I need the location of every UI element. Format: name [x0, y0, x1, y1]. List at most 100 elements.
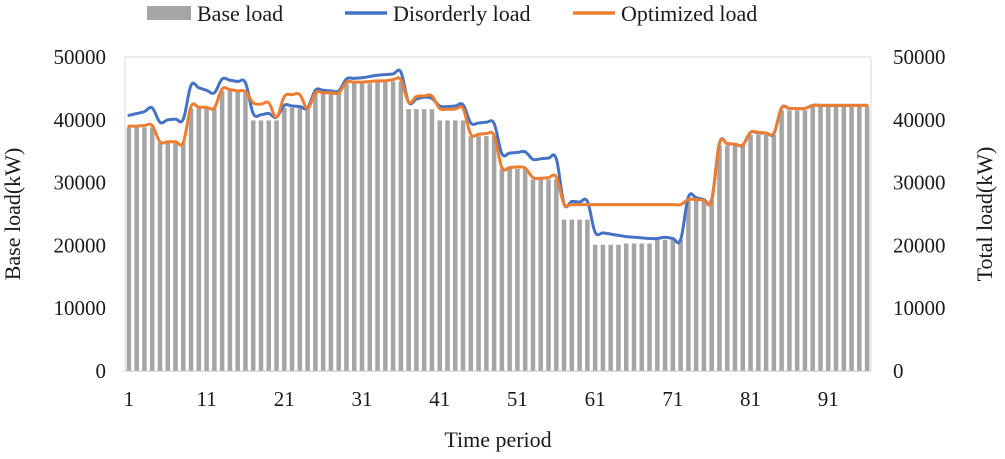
y-axis-right-ticks: 0 10000 20000 30000 40000 50000	[893, 45, 946, 383]
base-load-bar	[569, 219, 575, 371]
base-load-bar	[499, 168, 505, 371]
base-load-bar	[592, 244, 598, 371]
x-tick-label: 71	[662, 387, 683, 411]
base-load-bar	[460, 120, 466, 372]
base-load-bar	[157, 143, 163, 371]
x-tick-label: 1	[124, 387, 135, 411]
y-axis-left-title: Base load(kW)	[0, 148, 25, 281]
base-load-bar	[266, 120, 272, 372]
base-load-bar	[771, 134, 777, 371]
base-load-bar	[196, 108, 202, 371]
base-load-bar	[219, 90, 225, 371]
y-right-tick-label: 30000	[893, 171, 946, 195]
legend-label-optimized-load: Optimized load	[621, 1, 757, 26]
base-load-bar	[670, 239, 676, 371]
y-right-tick-label: 20000	[893, 233, 946, 257]
base-load-bar	[515, 168, 520, 371]
legend-swatch-base-load	[147, 6, 191, 20]
base-load-bar	[678, 239, 683, 371]
legend-label-disorderly-load: Disorderly load	[393, 1, 530, 26]
base-load-bar	[212, 108, 217, 371]
base-load-bar	[748, 134, 753, 371]
base-load-bar	[429, 109, 435, 372]
x-tick-label: 11	[196, 387, 216, 411]
x-tick-label: 21	[274, 387, 295, 411]
base-load-bar	[724, 145, 730, 371]
base-load-bar	[841, 106, 847, 372]
y-left-tick-label: 20000	[54, 233, 107, 257]
base-load-bar	[647, 243, 652, 371]
base-load-bar	[709, 200, 714, 371]
base-load-bar	[794, 110, 800, 371]
y-left-tick-label: 40000	[54, 108, 107, 132]
base-load-bar	[390, 81, 396, 372]
base-load-bar	[818, 106, 823, 372]
base-load-bar	[608, 244, 613, 371]
y-left-tick-label: 0	[96, 359, 107, 383]
base-load-bar	[740, 145, 746, 371]
base-load-bar	[453, 120, 458, 372]
base-load-bar	[149, 127, 155, 371]
base-load-bar	[173, 143, 178, 371]
base-load-bar	[375, 81, 380, 372]
base-load-bar	[328, 92, 334, 372]
x-tick-label: 81	[740, 387, 761, 411]
base-load-bar	[188, 108, 194, 371]
base-load-bar	[522, 168, 528, 371]
base-load-bar	[398, 81, 404, 372]
base-load-bar	[468, 136, 474, 371]
base-load-bar	[662, 239, 668, 371]
y-axis-left-ticks: 0 10000 20000 30000 40000 50000	[54, 45, 107, 383]
base-load-bar	[631, 243, 637, 371]
x-axis-title: Time period	[444, 427, 551, 452]
base-load-bar	[833, 106, 839, 372]
y-left-tick-label: 50000	[54, 45, 107, 69]
base-load-bar	[367, 83, 373, 371]
base-load-bar	[414, 109, 419, 372]
base-load-bar	[250, 120, 256, 372]
base-load-bar	[243, 90, 248, 371]
base-load-bar	[779, 110, 784, 371]
base-load-bar	[134, 127, 139, 371]
base-load-bar	[165, 143, 170, 371]
load-lines	[127, 68, 869, 245]
base-load-bar	[717, 145, 722, 371]
base-load-bar	[313, 92, 318, 372]
base-load-bar	[546, 179, 551, 371]
base-load-bar	[289, 107, 295, 372]
base-load-bar	[305, 107, 310, 372]
base-load-bar	[686, 200, 691, 371]
base-load-bar	[849, 106, 854, 372]
base-load-bar	[227, 90, 233, 371]
base-load-bar	[616, 244, 621, 371]
x-tick-label: 41	[429, 387, 450, 411]
y-right-tick-label: 50000	[893, 45, 946, 69]
base-load-bar	[561, 219, 567, 371]
base-load-bar	[320, 92, 326, 372]
base-load-bar	[406, 109, 411, 372]
base-load-bar	[701, 200, 707, 371]
base-load-bar	[336, 92, 341, 372]
base-load-bar	[655, 239, 660, 371]
base-load-bar	[491, 136, 497, 371]
base-load-bar	[344, 83, 349, 371]
base-load-bar	[810, 106, 815, 372]
base-load-bar	[258, 120, 264, 372]
base-load-bar	[826, 106, 831, 372]
base-load-bar	[577, 219, 582, 371]
base-load-bar	[538, 179, 543, 371]
base-load-bar	[530, 179, 536, 371]
base-load-bar	[383, 81, 388, 372]
base-load-bar	[507, 168, 512, 371]
base-load-bar	[857, 106, 862, 372]
base-load-bar	[235, 90, 240, 371]
legend: Base load Disorderly load Optimized load	[147, 1, 757, 26]
base-load-bar	[585, 219, 590, 371]
y-right-tick-label: 40000	[893, 108, 946, 132]
base-load-bar	[274, 120, 279, 372]
base-load-bar	[802, 110, 808, 371]
x-tick-label: 51	[507, 387, 528, 411]
base-load-bar	[732, 145, 738, 371]
base-load-bar	[639, 243, 645, 371]
base-load-bar	[693, 200, 699, 371]
